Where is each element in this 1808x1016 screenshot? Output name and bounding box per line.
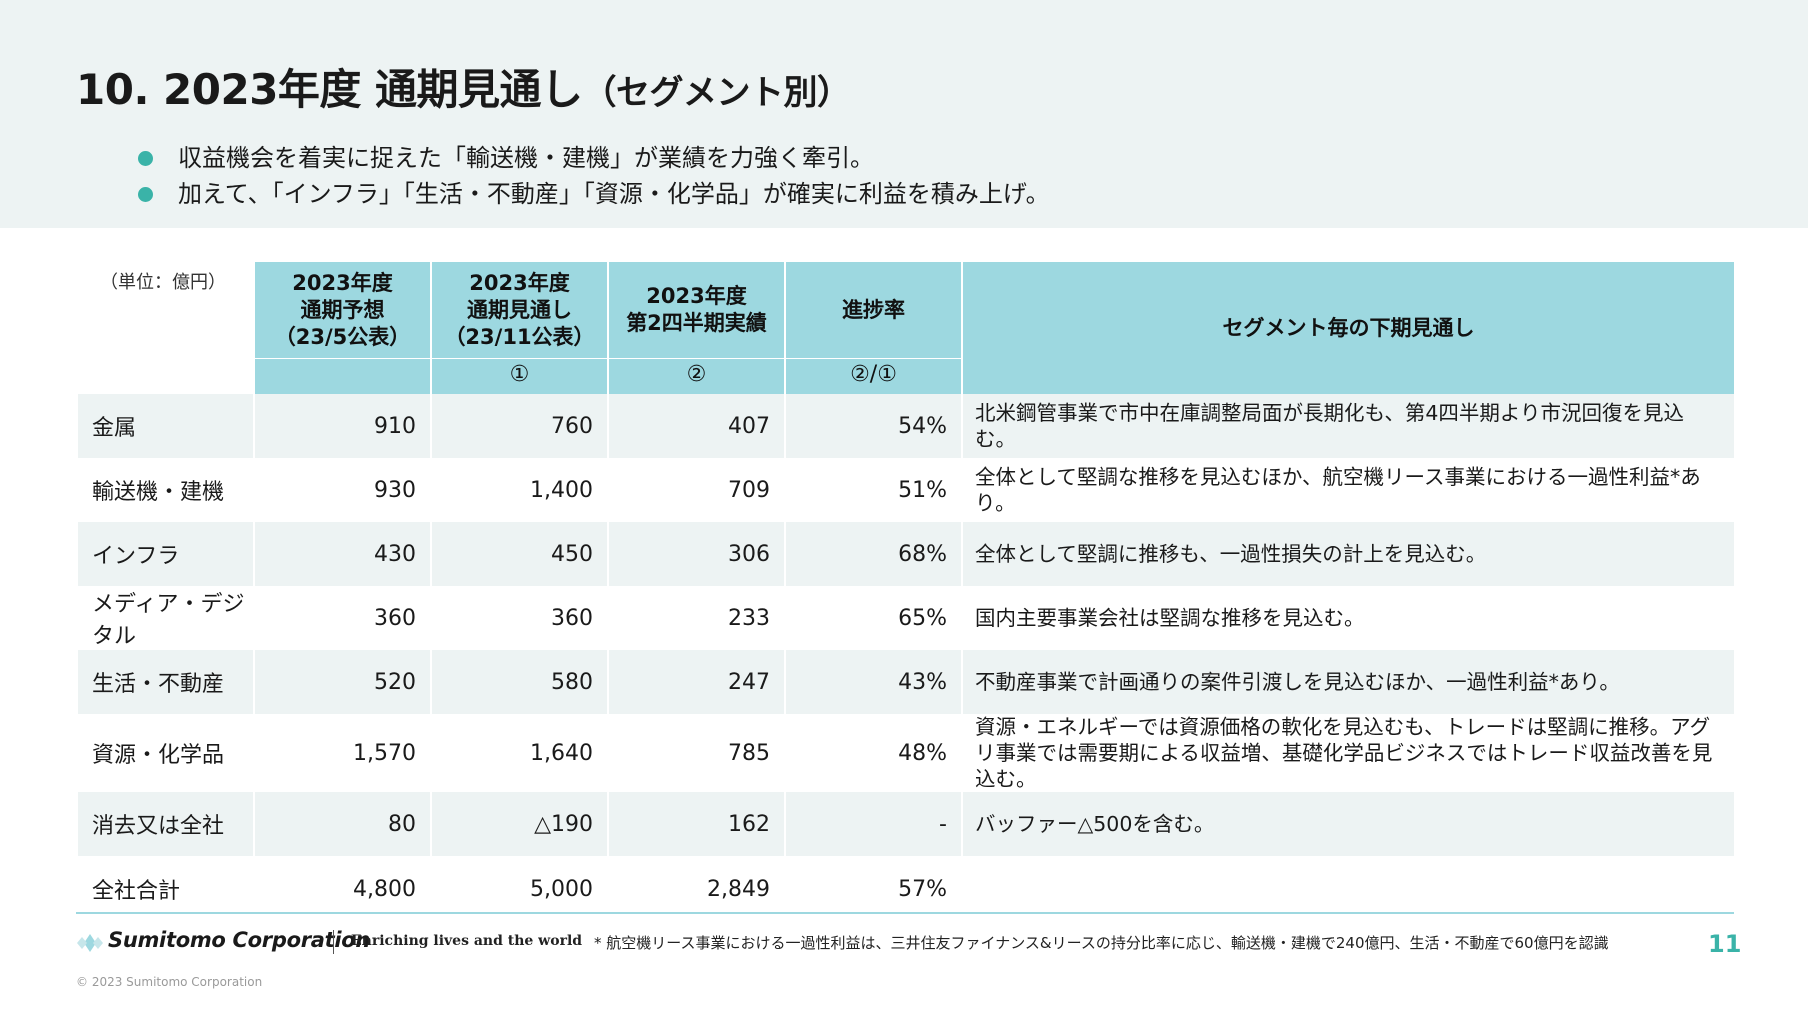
outlook-nov-value: 1,640	[432, 714, 607, 792]
col-marker: ②	[609, 358, 784, 394]
col-header-outlook-nov: 2023年度 通期見通し （23/11公表）	[432, 262, 607, 358]
outlook-text: 全体として堅調に推移も、一過性損失の計上を見込む。	[963, 522, 1734, 586]
progress-value: 65%	[786, 586, 961, 650]
segment-name: インフラ	[78, 522, 253, 586]
col-header-line: セグメント毎の下期見通し	[1222, 315, 1475, 340]
col-header-outlook-text: セグメント毎の下期見通し	[963, 262, 1734, 394]
segment-name: 輸送機・建機	[78, 458, 253, 522]
q2-actual-value: 162	[609, 792, 784, 856]
q2-actual-value: 233	[609, 586, 784, 650]
q2-actual-value: 407	[609, 394, 784, 458]
col-header-forecast-may: 2023年度 通期予想 （23/5公表）	[255, 262, 430, 358]
table-marker-row: ① ② ②/①	[78, 358, 1734, 394]
table-row: 生活・不動産 520 580 247 43% 不動産事業で計画通りの案件引渡しを…	[78, 650, 1734, 714]
col-header-line: 2023年度	[292, 270, 393, 295]
page-title-main: 10. 2023年度 通期見通し	[76, 65, 583, 114]
outlook-nov-value: 580	[432, 650, 607, 714]
col-header-line: 2023年度	[469, 270, 570, 295]
progress-value: 43%	[786, 650, 961, 714]
col-header-line: 通期予想	[300, 297, 385, 322]
table-row: 資源・化学品 1,570 1,640 785 48% 資源・エネルギーでは資源価…	[78, 714, 1734, 792]
q2-actual-value: 247	[609, 650, 784, 714]
bullet-dot-icon	[138, 151, 153, 166]
col-marker	[255, 358, 430, 394]
table-total-row: 全社合計 4,800 5,000 2,849 57%	[78, 856, 1734, 922]
progress-value: -	[786, 792, 961, 856]
forecast-may-value: 360	[255, 586, 430, 650]
segment-name: 資源・化学品	[78, 714, 253, 792]
table-row: 金属 910 760 407 54% 北米鋼管事業で市中在庫調整局面が長期化も、…	[78, 394, 1734, 458]
unit-label: （単位：億円）	[100, 272, 226, 293]
forecast-may-value: 80	[255, 792, 430, 856]
brand-tagline: Enriching lives and the world	[351, 933, 583, 949]
summary-bullet-text: 加えて、「インフラ」「生活・不動産」「資源・化学品」が確実に利益を積み上げ。	[178, 180, 1050, 208]
brand-name: Sumitomo Corporation	[108, 928, 371, 952]
outlook-nov-value: 360	[432, 586, 607, 650]
outlook-text: 北米鋼管事業で市中在庫調整局面が長期化も、第4四半期より市況回復を見込む。	[963, 394, 1734, 458]
forecast-may-value: 930	[255, 458, 430, 522]
col-header-line: 通期見通し	[467, 297, 572, 322]
summary-bullets: 収益機会を着実に捉えた「輸送機・建機」が業績を力強く牽引。 加えて、「インフラ」…	[136, 140, 1050, 212]
outlook-nov-value: 760	[432, 394, 607, 458]
table-row: メディア・デジタル 360 360 233 65% 国内主要事業会社は堅調な推移…	[78, 586, 1734, 650]
col-header-line: （23/5公表）	[274, 324, 411, 349]
page-title: 10. 2023年度 通期見通し（セグメント別）	[76, 56, 851, 117]
unit-cell	[78, 262, 253, 394]
summary-bullet: 収益機会を着実に捉えた「輸送機・建機」が業績を力強く牽引。	[136, 140, 1050, 176]
progress-value: 54%	[786, 394, 961, 458]
progress-value: 48%	[786, 714, 961, 792]
bullet-dot-icon	[138, 187, 153, 202]
outlook-text	[963, 856, 1734, 922]
progress-value: 68%	[786, 522, 961, 586]
forecast-may-value: 910	[255, 394, 430, 458]
outlook-text: バッファー△500を含む。	[963, 792, 1734, 856]
segment-name: 生活・不動産	[78, 650, 253, 714]
header-band	[0, 0, 1808, 228]
progress-value: 51%	[786, 458, 961, 522]
outlook-text: 国内主要事業会社は堅調な推移を見込む。	[963, 586, 1734, 650]
table-row: インフラ 430 450 306 68% 全体として堅調に推移も、一過性損失の計…	[78, 522, 1734, 586]
outlook-nov-value: 450	[432, 522, 607, 586]
progress-value: 57%	[786, 856, 961, 922]
table-row: 輸送機・建機 930 1,400 709 51% 全体として堅調な推移を見込むほ…	[78, 458, 1734, 522]
outlook-text: 資源・エネルギーでは資源価格の軟化を見込むも、トレードは堅調に推移。アグリ事業で…	[963, 714, 1734, 792]
col-header-line: 進捗率	[842, 297, 905, 322]
summary-bullet: 加えて、「インフラ」「生活・不動産」「資源・化学品」が確実に利益を積み上げ。	[136, 176, 1050, 212]
col-marker: ①	[432, 358, 607, 394]
page-number: 11	[1708, 930, 1742, 958]
col-header-line: 第2四半期実績	[626, 311, 767, 335]
forecast-may-value: 4,800	[255, 856, 430, 922]
sumitomo-logo-icon	[77, 934, 103, 952]
q2-actual-value: 306	[609, 522, 784, 586]
col-header-line: （23/11公表）	[444, 324, 595, 349]
outlook-text: 全体として堅調な推移を見込むほか、航空機リース事業における一過性利益*あり。	[963, 458, 1734, 522]
outlook-nov-value: △190	[432, 792, 607, 856]
outlook-nov-value: 5,000	[432, 856, 607, 922]
segment-name: 金属	[78, 394, 253, 458]
q2-actual-value: 709	[609, 458, 784, 522]
segment-outlook-table: 2023年度 通期予想 （23/5公表） 2023年度 通期見通し （23/11…	[76, 262, 1736, 922]
outlook-nov-value: 1,400	[432, 458, 607, 522]
copyright: © 2023 Sumitomo Corporation	[76, 975, 263, 989]
footer-divider	[76, 912, 1734, 914]
summary-bullet-text: 収益機会を着実に捉えた「輸送機・建機」が業績を力強く牽引。	[178, 144, 874, 172]
forecast-may-value: 520	[255, 650, 430, 714]
table-header-row: 2023年度 通期予想 （23/5公表） 2023年度 通期見通し （23/11…	[78, 262, 1734, 394]
col-header-progress: 進捗率	[786, 262, 961, 358]
brand-separator	[333, 930, 334, 954]
outlook-text: 不動産事業で計画通りの案件引渡しを見込むほか、一過性利益*あり。	[963, 650, 1734, 714]
footnote: * 航空機リース事業における一過性利益は、三井住友ファイナンス&リースの持分比率…	[594, 934, 1609, 952]
q2-actual-value: 2,849	[609, 856, 784, 922]
table-row: 消去又は全社 80 △190 162 - バッファー△500を含む。	[78, 792, 1734, 856]
segment-name: 消去又は全社	[78, 792, 253, 856]
col-marker: ②/①	[786, 358, 961, 394]
q2-actual-value: 785	[609, 714, 784, 792]
page-title-sub: （セグメント別）	[582, 73, 852, 113]
forecast-may-value: 1,570	[255, 714, 430, 792]
col-header-line: 2023年度	[646, 284, 747, 308]
forecast-may-value: 430	[255, 522, 430, 586]
segment-name: 全社合計	[78, 856, 253, 922]
col-header-q2-actual: 2023年度 第2四半期実績	[609, 262, 784, 358]
segment-name: メディア・デジタル	[78, 586, 253, 650]
